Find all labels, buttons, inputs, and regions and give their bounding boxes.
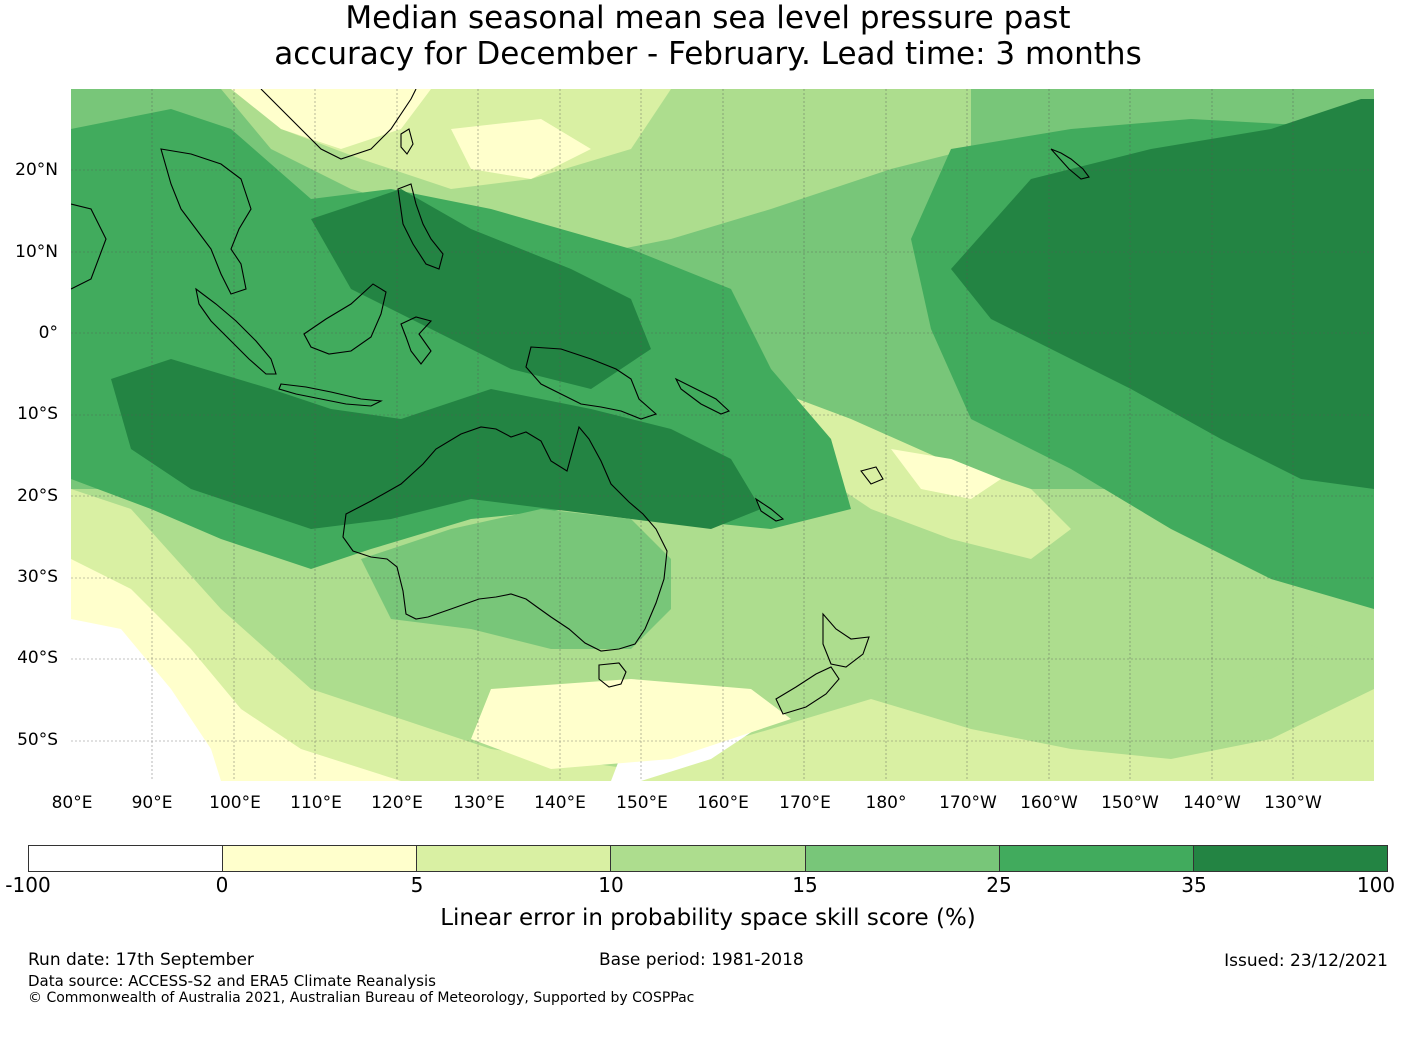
coastline-south-china [260, 89, 417, 160]
lat-label-30s: 30°S [17, 567, 58, 587]
lat-label-20s: 20°S [17, 486, 58, 506]
title-line-2: accuracy for December - February. Lead t… [274, 36, 1142, 72]
skill-map [71, 89, 1374, 781]
skill-region-southwest-white [71, 619, 221, 781]
skill-region-south-pacific-light [871, 559, 1321, 679]
title-line-1: Median seasonal mean sea level pressure … [345, 0, 1071, 36]
lat-label-50s: 50°S [17, 730, 58, 750]
colorbar-tick: 35 [1181, 873, 1207, 897]
skill-region-central-cream [891, 449, 1001, 499]
lon-label-170w: 170°W [939, 793, 997, 813]
colorbar-segment [1193, 846, 1387, 871]
colorbar-segment [223, 846, 418, 871]
lon-label-100e: 100°E [209, 793, 261, 813]
skill-region-dark-north [311, 189, 651, 389]
chart-title: Median seasonal mean sea level pressure … [0, 0, 1416, 72]
coastline-java [278, 383, 383, 407]
colorbar-tick: 0 [215, 873, 229, 897]
coastline-australia [342, 425, 668, 652]
coastline-new-caledonia [754, 497, 785, 522]
coastlines [71, 89, 1090, 715]
lon-label-150e: 150°E [616, 793, 668, 813]
issued-date: Issued: 23/12/2021 [1224, 951, 1388, 971]
coastline-hawaii [1050, 148, 1090, 180]
skill-region-north-cream [231, 89, 431, 149]
lat-label-0: 0° [38, 323, 58, 343]
lon-label-130w: 130°W [1264, 793, 1322, 813]
lon-label-130e: 130°E [453, 793, 505, 813]
lon-label-140w: 140°W [1183, 793, 1241, 813]
colorbar-segment [417, 846, 612, 871]
coastline-new-guinea [525, 346, 658, 420]
colorbar-tick: 10 [598, 873, 624, 897]
skill-region-dark-west [111, 359, 761, 529]
colorbar [28, 845, 1388, 872]
colorbar-segment [611, 846, 806, 871]
base-period: Base period: 1981-2018 [599, 950, 804, 970]
lon-label-120e: 120°E [371, 793, 423, 813]
lon-label-150w: 150°W [1101, 793, 1159, 813]
colorbar-segment [29, 846, 224, 871]
lat-label-40s: 40°S [17, 648, 58, 668]
coastline-solomons [674, 377, 731, 415]
colorbar-tick: 25 [986, 873, 1012, 897]
skill-region-east-dark [951, 99, 1374, 489]
copyright: © Commonwealth of Australia 2021, Austra… [28, 990, 695, 1006]
coastline-taiwan [400, 128, 414, 155]
colorbar-segment [805, 846, 1000, 871]
coastline-sumatra [195, 287, 277, 375]
coastline-sulawesi [400, 316, 433, 365]
lon-label-80e: 80°E [51, 793, 93, 813]
skill-region-south-cream-2 [471, 679, 791, 769]
lon-label-180: 180° [865, 793, 907, 813]
coastline-nz-north [822, 612, 870, 668]
coastline-borneo [303, 283, 387, 355]
colorbar-tick: 5 [410, 873, 424, 897]
lat-label-10s: 10°S [17, 404, 58, 424]
coastline-tasmania [598, 662, 627, 688]
lon-label-160e: 160°E [697, 793, 749, 813]
graticule [71, 89, 1374, 781]
coastline-indochina [160, 148, 252, 295]
colorbar-tick: 15 [792, 873, 818, 897]
coastline-india-tip [71, 203, 107, 290]
lat-label-10n: 10°N [15, 242, 58, 262]
skill-region-australia-interior [361, 509, 671, 649]
colorbar-tick: 100 [1356, 873, 1396, 897]
coastline-philippines [397, 183, 444, 270]
lat-label-20n: 20°N [15, 160, 58, 180]
colorbar-segment [999, 846, 1194, 871]
data-source: Data source: ACCESS-S2 and ERA5 Climate … [28, 972, 436, 990]
lon-label-110e: 110°E [290, 793, 342, 813]
lon-label-140e: 140°E [534, 793, 586, 813]
coastline-nz-south [775, 666, 840, 715]
lon-label-90e: 90°E [131, 793, 173, 813]
colorbar-tick: -100 [5, 873, 51, 897]
coastline-fiji [860, 466, 884, 485]
skill-region-north-cream-2 [451, 119, 591, 179]
lon-label-160w: 160°W [1020, 793, 1078, 813]
colorbar-label: Linear error in probability space skill … [440, 905, 976, 931]
lon-label-170e: 170°E [779, 793, 831, 813]
run-date: Run date: 17th September [28, 950, 254, 970]
